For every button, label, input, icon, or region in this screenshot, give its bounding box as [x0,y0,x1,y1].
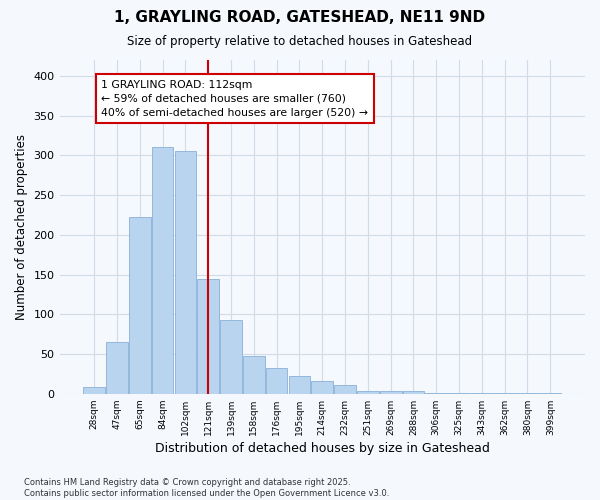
Bar [175,152,196,394]
Bar [83,388,105,394]
Text: Contains HM Land Registry data © Crown copyright and database right 2025.
Contai: Contains HM Land Registry data © Crown c… [24,478,389,498]
Bar [539,393,561,394]
Bar [448,393,470,394]
Bar [517,393,538,394]
Bar [266,368,287,394]
Bar [425,393,447,394]
Y-axis label: Number of detached properties: Number of detached properties [15,134,28,320]
Bar [243,356,265,394]
Bar [471,393,493,394]
Bar [152,148,173,394]
Bar [289,376,310,394]
Bar [129,218,151,394]
Bar [106,342,128,394]
Bar [334,385,356,394]
Text: 1, GRAYLING ROAD, GATESHEAD, NE11 9ND: 1, GRAYLING ROAD, GATESHEAD, NE11 9ND [115,10,485,25]
Bar [357,390,379,394]
Bar [220,320,242,394]
Bar [311,381,333,394]
X-axis label: Distribution of detached houses by size in Gateshead: Distribution of detached houses by size … [155,442,490,455]
Bar [494,393,515,394]
Bar [197,278,219,394]
Bar [380,390,401,394]
Text: Size of property relative to detached houses in Gateshead: Size of property relative to detached ho… [127,35,473,48]
Text: 1 GRAYLING ROAD: 112sqm
← 59% of detached houses are smaller (760)
40% of semi-d: 1 GRAYLING ROAD: 112sqm ← 59% of detache… [101,80,368,118]
Bar [403,390,424,394]
